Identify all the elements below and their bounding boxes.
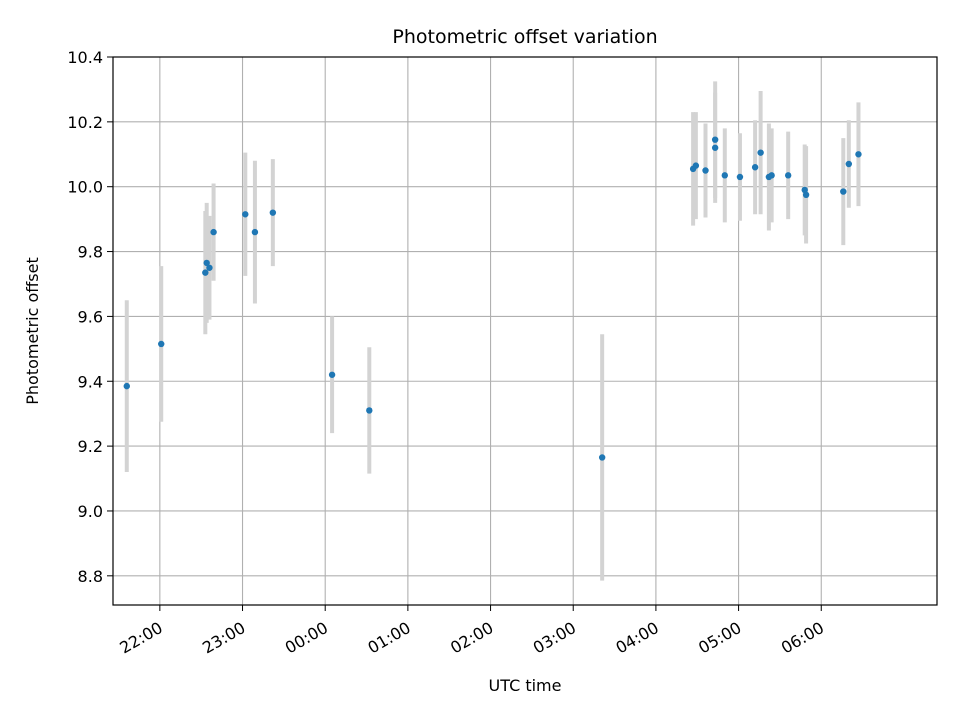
data-points — [123, 136, 862, 461]
data-point — [768, 172, 775, 179]
data-point — [802, 191, 810, 199]
data-point — [598, 454, 606, 461]
data-point — [855, 151, 862, 158]
y-tick-label: 9.8 — [78, 243, 103, 262]
data-point — [840, 188, 847, 195]
plot-frame — [112, 56, 938, 606]
y-tick-label: 10.4 — [67, 48, 103, 67]
data-point — [242, 211, 249, 218]
data-point — [702, 167, 709, 174]
data-point — [692, 162, 700, 169]
x-axis-title: UTC time — [489, 676, 562, 695]
data-point — [251, 228, 259, 236]
data-point — [751, 164, 759, 171]
y-tick-label: 8.8 — [78, 567, 103, 586]
data-point — [711, 144, 719, 151]
data-point — [202, 269, 209, 276]
plot-area — [113, 57, 937, 605]
data-point — [711, 136, 719, 143]
data-point — [801, 186, 808, 194]
y-tick-label: 10.2 — [67, 113, 103, 132]
chart-title: Photometric offset variation — [392, 26, 657, 48]
data-point — [784, 172, 792, 179]
data-point — [206, 264, 213, 271]
data-point — [845, 160, 853, 168]
data-point — [158, 340, 165, 348]
y-tick-label: 10.0 — [67, 178, 103, 197]
data-point — [203, 259, 210, 267]
data-point — [123, 382, 130, 390]
y-tick-label: 9.0 — [78, 502, 103, 521]
data-point — [328, 371, 336, 378]
y-tick-label: 9.2 — [78, 437, 103, 456]
data-point — [366, 407, 373, 414]
y-axis-ticks: 8.8 9.0 9.2 9.4 9.6 9.8 10.0 10.2 10.4 — [67, 48, 113, 586]
data-point — [721, 172, 728, 179]
data-point — [757, 149, 764, 156]
y-tick-label: 9.4 — [78, 372, 103, 391]
data-point — [269, 209, 277, 216]
data-point — [210, 228, 217, 236]
data-point — [736, 173, 744, 181]
y-tick-label: 9.6 — [78, 307, 103, 326]
y-axis-title: Photometric offset — [23, 257, 42, 405]
